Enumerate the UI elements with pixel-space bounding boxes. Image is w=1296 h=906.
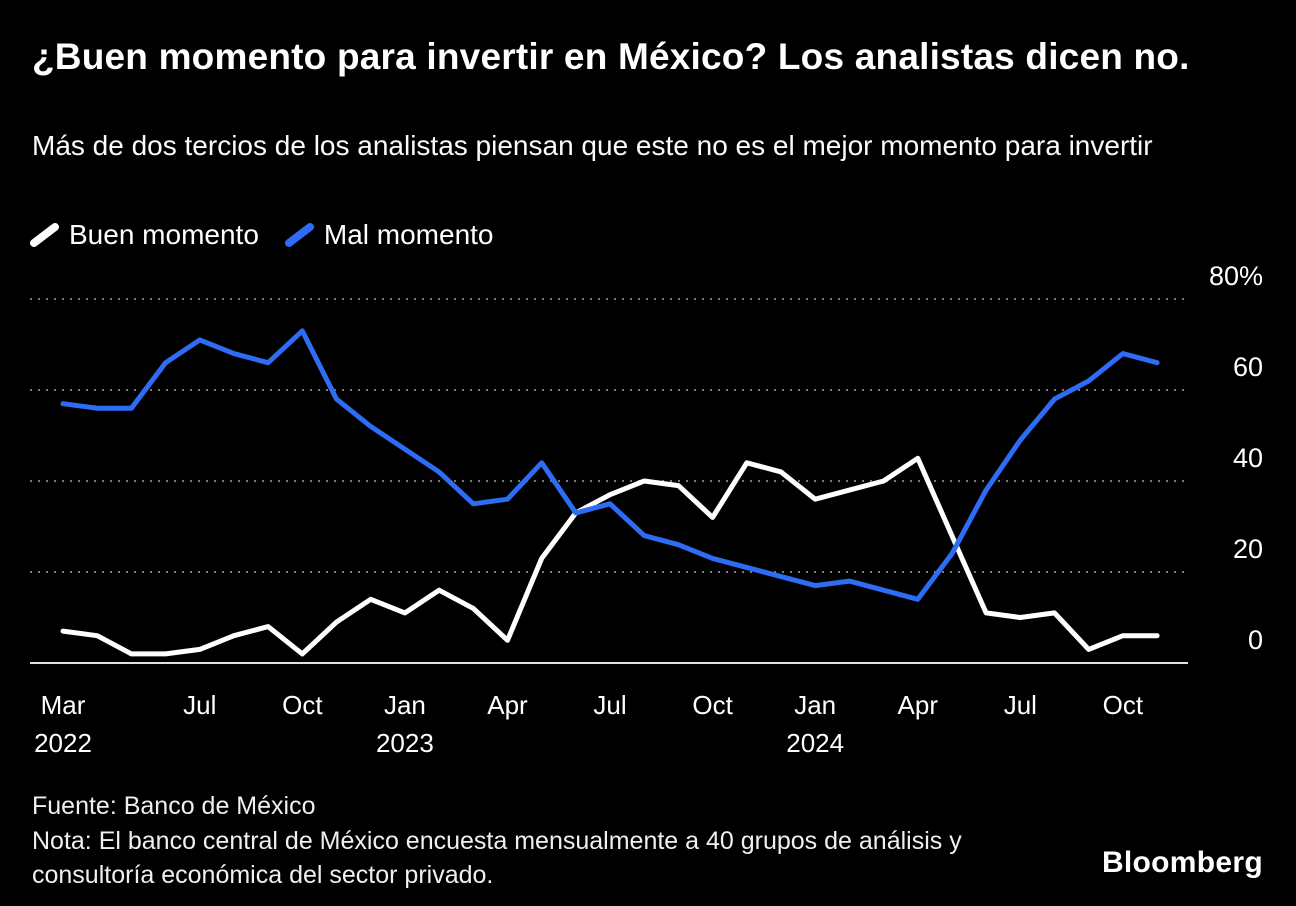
chart-subtitle: Más de dos tercios de los analistas pien…: [32, 130, 1153, 161]
y-tick-label: 80%: [1209, 261, 1263, 291]
legend-item-buen-momento: Buen momento: [30, 219, 259, 251]
methodology-note: Nota: El banco central de México encuest…: [32, 827, 962, 889]
x-tick-label: Jul: [593, 690, 626, 720]
y-tick-label: 40: [1233, 443, 1263, 473]
series-line-buen-momento: [60, 455, 1160, 657]
source-note: Fuente: Banco de México: [32, 792, 316, 820]
x-tick-label: Mar: [41, 690, 86, 720]
x-tick-label: Jan: [794, 690, 836, 720]
y-tick-label: 0: [1248, 625, 1263, 655]
x-tick-year-label: 2022: [34, 728, 92, 758]
line-swatch-buen-icon: [30, 223, 59, 247]
legend-label-mal: Mal momento: [323, 219, 494, 250]
x-tick-label: Jul: [1004, 690, 1037, 720]
x-tick-label: Jul: [183, 690, 216, 720]
x-tick-label: Oct: [1103, 690, 1144, 720]
footer: Fuente: Banco de México Nota: El banco c…: [32, 790, 972, 892]
series-line-mal-momento: [60, 328, 1160, 602]
bloomberg-logo: Bloomberg: [1101, 846, 1263, 879]
legend-item-mal-momento: Mal momento: [284, 219, 494, 251]
chart-svg: 80% 60 40 20 0 Mar 2022 Jul Oct Jan 2023 Apr Jul Oct J…: [30, 261, 1263, 758]
y-tick-label: 60: [1233, 352, 1263, 382]
y-tick-label: 20: [1233, 534, 1263, 564]
x-tick-label: Apr: [898, 690, 939, 720]
x-tick-year-label: 2023: [376, 728, 434, 758]
x-tick-label: Apr: [487, 690, 528, 720]
x-tick-label: Oct: [692, 690, 733, 720]
x-tick-label: Oct: [282, 690, 323, 720]
chart-title: ¿Buen momento para invertir en México? L…: [32, 36, 1190, 77]
legend: Buen momento Mal momento: [30, 219, 494, 251]
chart: 80% 60 40 20 0 Mar 2022 Jul Oct Jan 2023 Apr Jul Oct J…: [0, 252, 1296, 762]
line-swatch-mal-icon: [284, 223, 314, 247]
x-tick-label: Jan: [384, 690, 426, 720]
x-tick-year-label: 2024: [786, 728, 844, 758]
legend-label-buen: Buen momento: [69, 219, 259, 250]
